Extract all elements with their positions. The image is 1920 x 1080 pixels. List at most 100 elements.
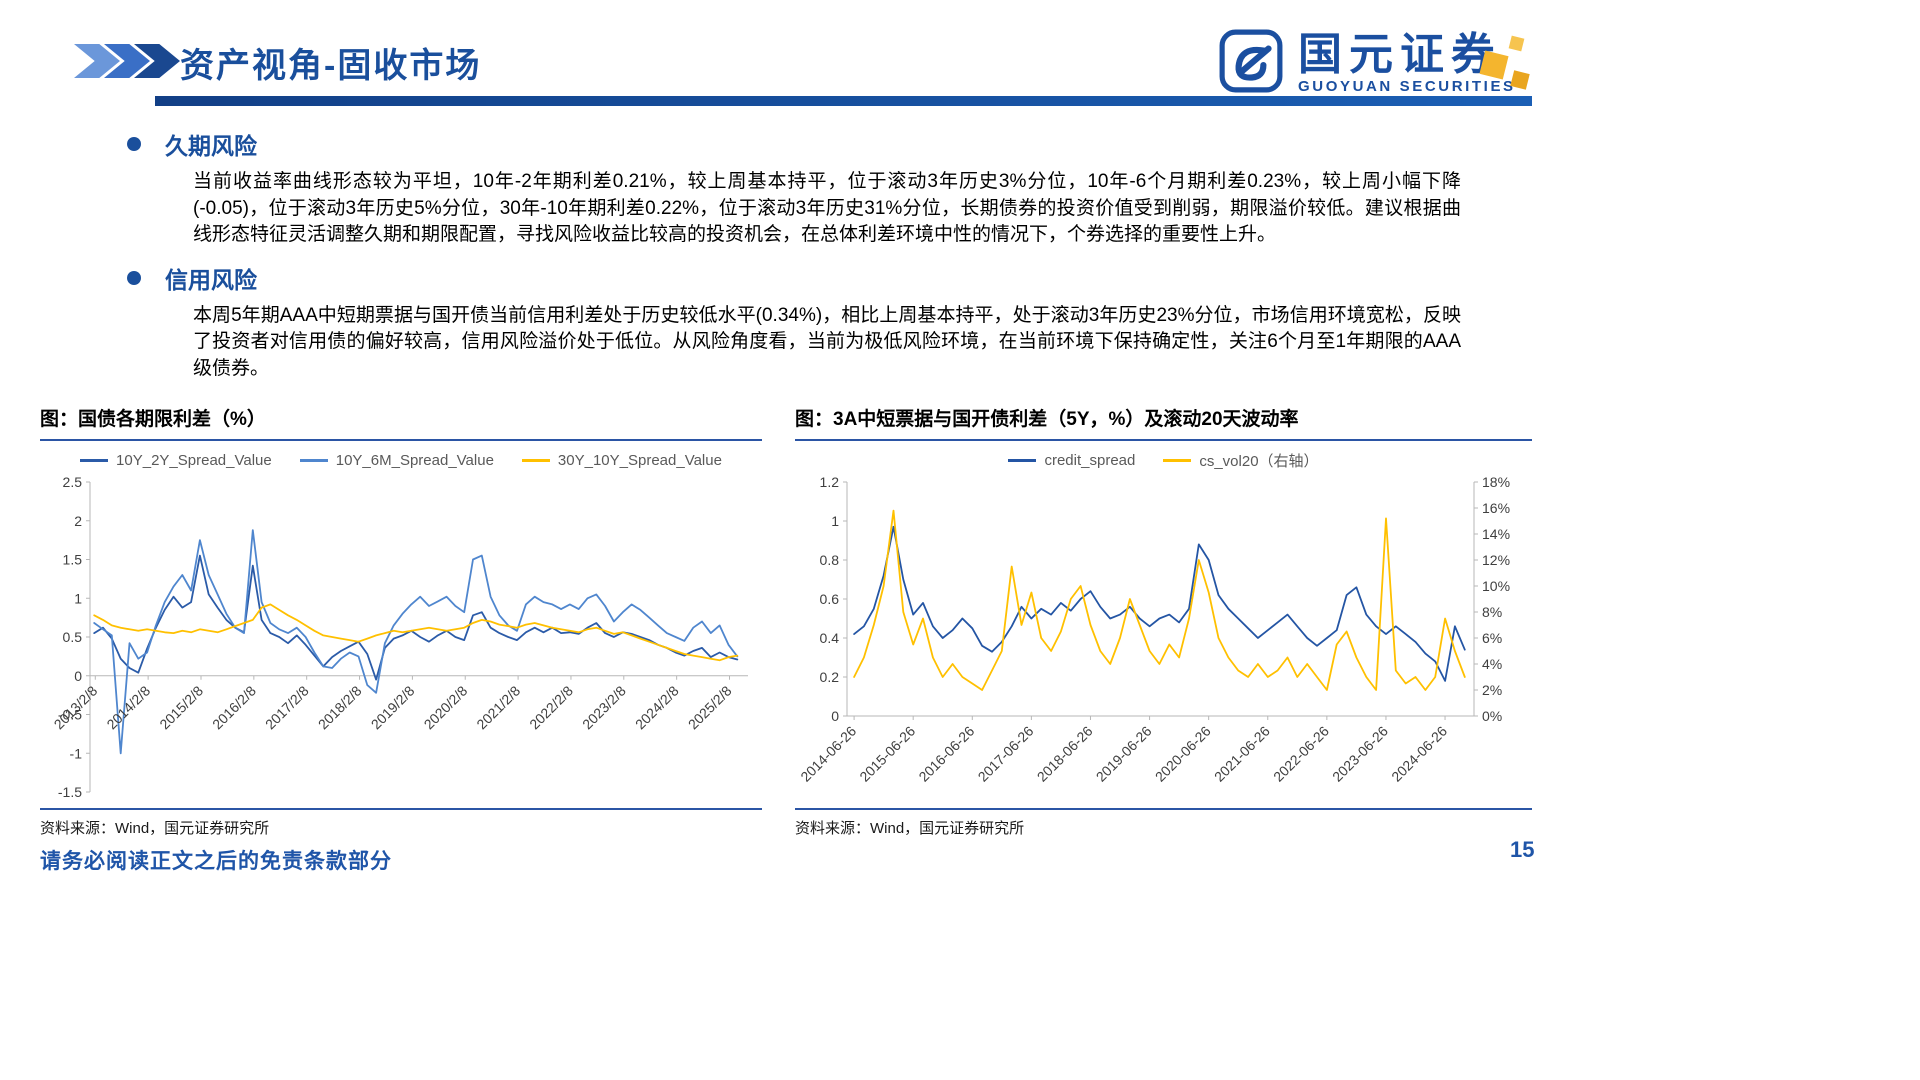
chart-legend: credit_spread cs_vol20（右轴） xyxy=(795,450,1532,470)
bullet-dot-icon xyxy=(127,270,141,285)
x-axis-tick-label: 2021-06-26 xyxy=(1211,723,1273,785)
x-axis-tick-label: 2022-06-26 xyxy=(1270,723,1332,785)
legend-swatch-icon xyxy=(80,458,109,462)
x-axis-tick-label: 2015-06-26 xyxy=(856,723,918,785)
x-axis-tick-label: 2016-06-26 xyxy=(915,723,977,785)
bullet-heading-label: 信用风险 xyxy=(165,266,257,293)
y2-axis-tick-label: 6% xyxy=(1482,630,1502,646)
x-axis-tick-label: 2016/2/8 xyxy=(209,682,259,732)
series-line-1 xyxy=(853,509,1466,691)
chart-title: 图：国债各期限利差（%） xyxy=(40,404,762,441)
disclaimer-text: 请务必阅读正文之后的免责条款部分 xyxy=(40,850,392,873)
legend-item: credit_spread xyxy=(1008,452,1135,469)
series-line-0 xyxy=(853,525,1466,682)
y-axis-tick-label: 1 xyxy=(831,513,839,529)
x-axis-tick-label: 2021/2/8 xyxy=(473,682,523,732)
logo-name-cn: 国元证券 xyxy=(1298,29,1502,79)
x-axis-tick-label: 2020-06-26 xyxy=(1152,723,1214,785)
y-axis-tick-label: 2.5 xyxy=(63,474,83,490)
legend-swatch-icon xyxy=(299,458,328,462)
legend-item: cs_vol20（右轴） xyxy=(1163,450,1319,471)
header-chevrons xyxy=(74,44,180,78)
y-axis-tick-label: 0.5 xyxy=(63,629,83,645)
y-axis-tick-label: 1.2 xyxy=(820,474,840,490)
chart-source: 资料来源：Wind，国元证券研究所 xyxy=(795,808,1532,838)
chart-title: 图：3A中短票据与国开债利差（5Y，%）及滚动20天波动率 xyxy=(795,404,1532,441)
credit-spread-chart: 1.2 1 0.8 0.6 0.4 0.2 0 18% 16% 14% 12% 10% 8% 6% 4% 2%… xyxy=(797,474,1510,785)
x-axis-tick-label: 2023/2/8 xyxy=(579,682,629,732)
company-logo: 国元证券 GUOYUAN SECURITIES xyxy=(1218,28,1516,99)
y2-axis-tick-label: 0% xyxy=(1482,708,1502,724)
y2-axis-tick-label: 8% xyxy=(1482,604,1502,620)
legend-swatch-icon xyxy=(1163,458,1192,462)
x-axis-tick-label: 2014/2/8 xyxy=(103,682,153,732)
logo-gold-squares xyxy=(1479,35,1542,98)
bullet-heading-credit: 信用风险 xyxy=(127,261,1472,295)
series-line-0 xyxy=(93,554,739,681)
bullet-body-credit: 本周5年期AAA中短期票据与国开债当前信用利差处于历史较低水平(0.34%)，相… xyxy=(193,304,1461,379)
y-axis-tick-label: 0.8 xyxy=(820,552,840,568)
x-axis-tick-label: 2025/2/8 xyxy=(685,682,735,732)
y2-axis-tick-label: 16% xyxy=(1482,500,1510,516)
page-title: 资产视角-固收市场 xyxy=(180,47,482,85)
y-axis-tick-label: 0.2 xyxy=(820,669,840,685)
chart-source: 资料来源：Wind，国元证券研究所 xyxy=(40,808,762,838)
bullet-heading-label: 久期风险 xyxy=(165,133,257,159)
x-axis-tick-label: 2018-06-26 xyxy=(1034,723,1096,785)
y-axis-tick-label: -0.5 xyxy=(58,707,82,723)
gold-square-icon xyxy=(1510,70,1530,90)
y2-axis-tick-label: 14% xyxy=(1482,526,1510,542)
bullet-body-duration: 当前收益率曲线形态较为平坦，10年-2年期利差0.21%，较上周基本持平，位于滚… xyxy=(193,171,1461,246)
y-axis-tick-label: 2 xyxy=(74,513,82,529)
logo-icon xyxy=(1218,28,1284,99)
legend-item: 10Y_6M_Spread_Value xyxy=(299,451,494,469)
y-axis-tick-label: 0 xyxy=(831,708,839,724)
x-axis-tick-label: 2015/2/8 xyxy=(156,682,206,732)
legend-label: credit_spread xyxy=(1044,451,1136,469)
credit-spread-chart-block: 图：3A中短票据与国开债利差（5Y，%）及滚动20天波动率 credit_spr… xyxy=(795,404,1532,838)
legend-swatch-icon xyxy=(1008,458,1037,462)
x-axis-tick-label: 2014-06-26 xyxy=(797,723,859,785)
series-line-1 xyxy=(93,529,739,755)
y-axis-tick-label: 0.4 xyxy=(820,630,840,646)
x-axis-tick-label: 2024/2/8 xyxy=(632,682,682,732)
y-axis-tick-label: 0.6 xyxy=(820,591,840,607)
legend-label: 10Y_2Y_Spread_Value xyxy=(116,451,272,469)
legend-item: 10Y_2Y_Spread_Value xyxy=(80,452,272,469)
legend-label: 30Y_10Y_Spread_Value xyxy=(557,451,722,469)
y-axis-tick-label: 1.5 xyxy=(63,552,83,568)
x-axis-tick-label: 2017/2/8 xyxy=(262,682,312,732)
chart-legend: 10Y_2Y_Spread_Value 10Y_6M_Spread_Value 30… xyxy=(40,450,762,470)
y-axis-tick-label: -1.5 xyxy=(58,784,82,800)
x-axis-tick-label: 2024-06-26 xyxy=(1388,723,1450,785)
x-axis-tick-label: 2020/2/8 xyxy=(421,682,471,732)
y-axis-tick-label: 0 xyxy=(74,668,82,684)
y-axis-tick-label: 1 xyxy=(74,590,82,606)
bullet-heading-duration: 久期风险 xyxy=(127,127,1472,161)
y2-axis-tick-label: 18% xyxy=(1482,474,1510,490)
x-axis-tick-label: 2023-06-26 xyxy=(1329,723,1391,785)
gold-square-icon xyxy=(1479,50,1509,80)
legend-swatch-icon xyxy=(521,458,550,462)
page-number: 15 xyxy=(1510,837,1535,862)
header-rule xyxy=(155,96,1532,106)
y-axis-tick-label: -1 xyxy=(70,745,83,761)
legend-item: 30Y_10Y_Spread_Value xyxy=(521,451,722,469)
y2-axis-tick-label: 10% xyxy=(1482,578,1510,594)
x-axis-tick-label: 2018/2/8 xyxy=(315,682,365,732)
summary-bullets: 久期风险 当前收益率曲线形态较为平坦，10年-2年期利差0.21%，较上周基本持… xyxy=(127,127,1472,395)
x-axis-tick-label: 2019/2/8 xyxy=(368,682,418,732)
y2-axis-tick-label: 4% xyxy=(1482,656,1502,672)
x-axis-tick-label: 2017-06-26 xyxy=(975,723,1037,785)
legend-label: 10Y_6M_Spread_Value xyxy=(335,451,494,469)
series-line-2 xyxy=(93,603,739,662)
y2-axis-tick-label: 12% xyxy=(1482,552,1510,568)
logo-name-en: GUOYUAN SECURITIES xyxy=(1298,78,1516,96)
x-axis-tick-label: 2022/2/8 xyxy=(526,682,576,732)
term-spread-chart-block: 图：国债各期限利差（%） 10Y_2Y_Spread_Value 10Y_6M_S… xyxy=(40,404,762,838)
x-axis-tick-label: 2019-06-26 xyxy=(1093,723,1155,785)
y2-axis-tick-label: 2% xyxy=(1482,682,1502,698)
legend-label: cs_vol20（右轴） xyxy=(1199,452,1319,470)
gold-square-icon xyxy=(1508,35,1525,52)
